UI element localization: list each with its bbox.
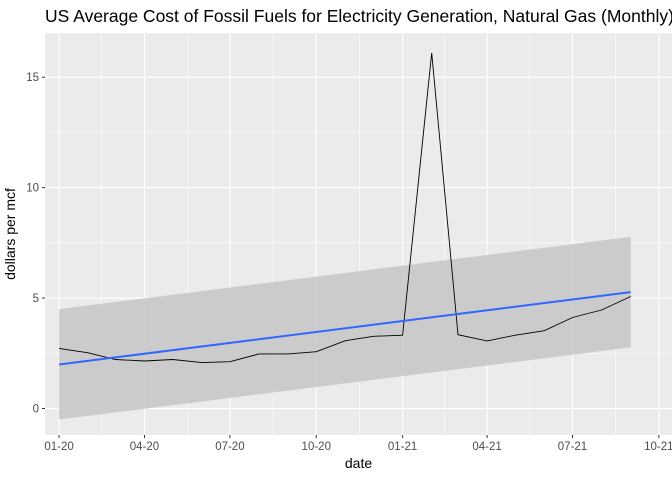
x-tick-label: 10-20	[302, 441, 331, 453]
x-tick-label: 07-20	[215, 441, 244, 453]
data-point	[88, 352, 89, 353]
data-point	[601, 309, 602, 310]
data-point	[630, 296, 631, 297]
data-point	[201, 362, 202, 363]
data-point	[486, 340, 487, 341]
x-axis-ticks: 01-20 04-20 07-20 10-20 01-21 04-21 07-21 10-21	[44, 435, 672, 453]
data-point	[288, 353, 289, 354]
y-axis-ticks: 0 5 10 15	[26, 72, 45, 415]
data-point	[373, 336, 374, 337]
data-point	[172, 359, 173, 360]
x-axis-title: date	[345, 455, 372, 471]
data-point	[457, 334, 458, 335]
data-point	[544, 330, 545, 331]
x-tick-label: 01-21	[388, 441, 417, 453]
y-tick-label: 10	[26, 183, 39, 195]
data-point	[345, 340, 346, 341]
x-tick-label: 10-21	[644, 441, 672, 453]
data-point	[572, 317, 573, 318]
trend-line	[58, 291, 631, 366]
x-tick-label: 01-20	[44, 441, 73, 453]
data-point	[431, 52, 432, 53]
y-tick-label: 15	[26, 72, 39, 84]
data-point	[58, 348, 59, 349]
data-point	[316, 351, 317, 352]
series-line	[59, 52, 631, 364]
y-axis-title: dollars per mcf	[2, 188, 18, 280]
y-tick-label: 0	[33, 403, 39, 415]
data-point	[258, 353, 259, 354]
data-point	[515, 335, 516, 336]
data-point	[115, 359, 116, 360]
x-tick-label: 04-20	[130, 441, 159, 453]
x-tick-label: 04-21	[472, 441, 501, 453]
y-tick-label: 5	[33, 293, 39, 305]
chart-title: US Average Cost of Fossil Fuels for Elec…	[45, 6, 672, 26]
data-point	[402, 335, 403, 336]
x-tick-label: 07-21	[558, 441, 587, 453]
data-point	[144, 360, 145, 361]
data-point	[229, 361, 230, 362]
